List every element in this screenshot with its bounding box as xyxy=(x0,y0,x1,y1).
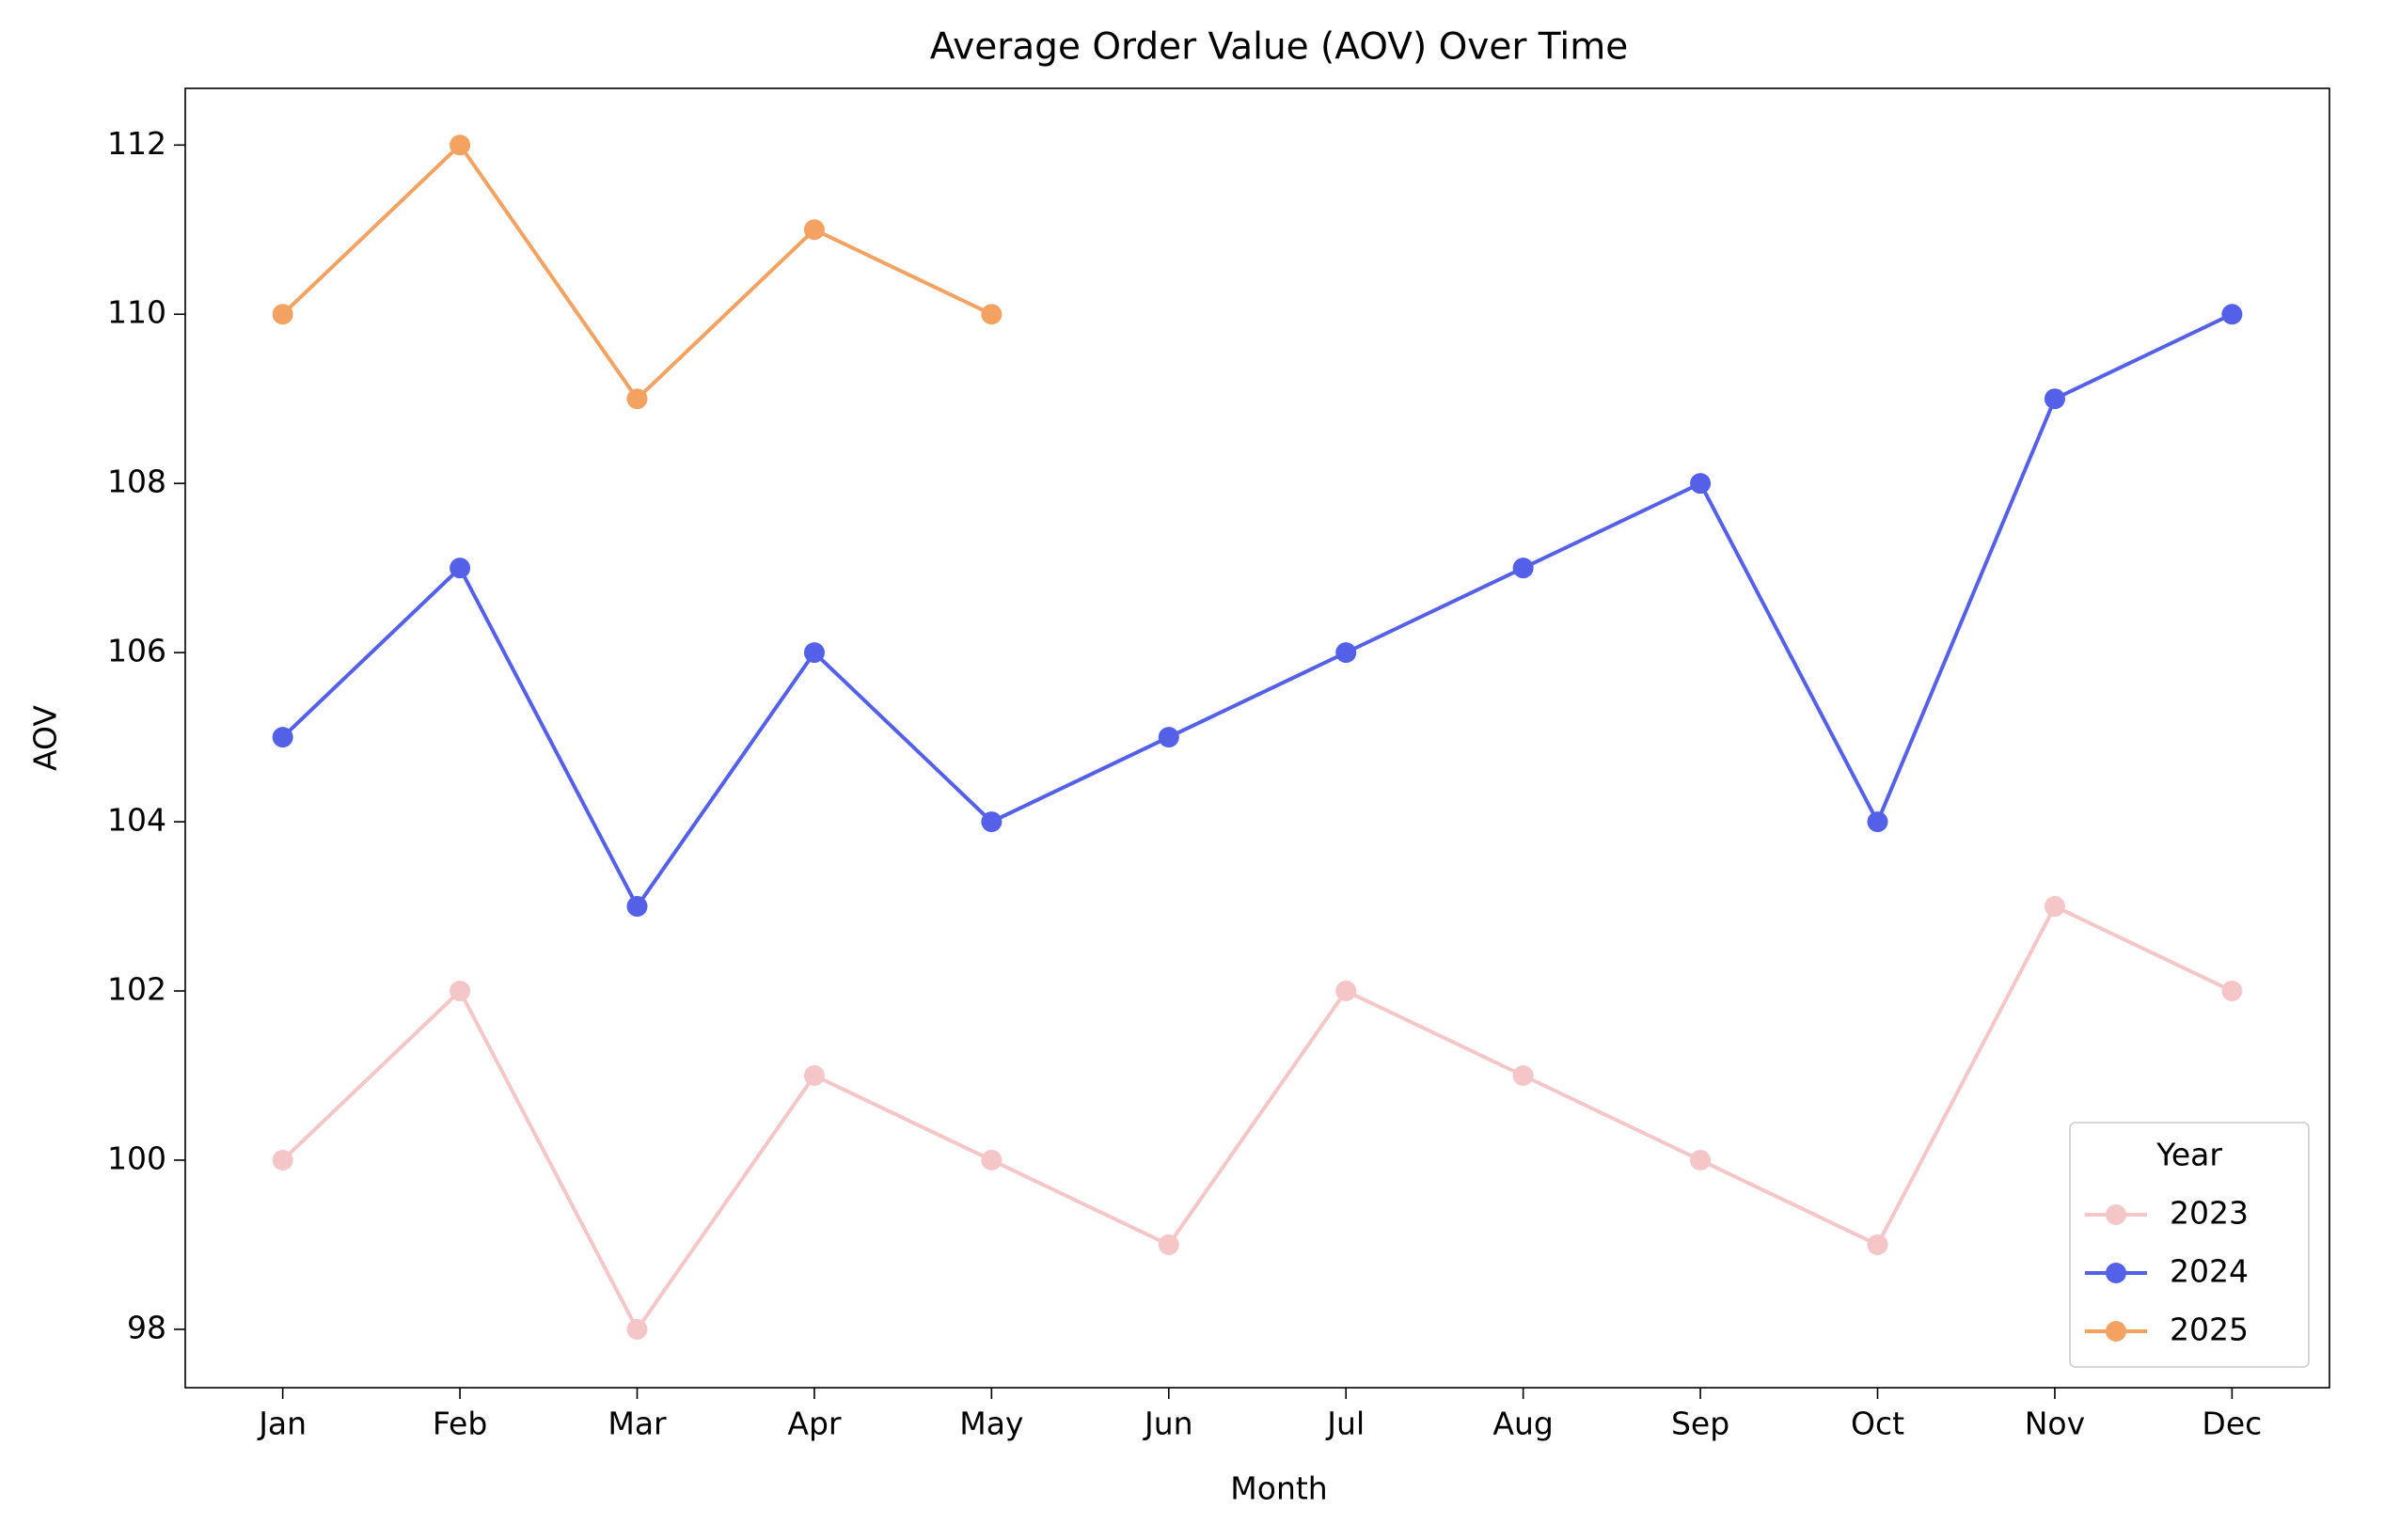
marker xyxy=(2044,896,2065,918)
marker xyxy=(803,1064,825,1086)
marker xyxy=(2221,304,2243,325)
marker xyxy=(981,304,1003,325)
marker xyxy=(1158,1234,1179,1255)
marker xyxy=(1867,811,1888,833)
y-tick-label: 100 xyxy=(107,1139,166,1176)
marker xyxy=(450,558,471,579)
marker xyxy=(803,219,825,241)
y-tick-label: 104 xyxy=(107,802,166,839)
legend-label: 2025 xyxy=(2170,1312,2249,1348)
legend-marker xyxy=(2106,1263,2126,1283)
marker xyxy=(2044,388,2065,410)
marker xyxy=(272,1149,293,1171)
x-tick-label: Apr xyxy=(787,1406,842,1442)
y-axis-label: AOV xyxy=(27,705,64,771)
x-tick-label: Mar xyxy=(608,1406,667,1442)
legend-label: 2023 xyxy=(2170,1195,2249,1232)
x-tick-label: Sep xyxy=(1671,1406,1729,1442)
marker xyxy=(1690,1149,1712,1171)
x-tick-label: Jan xyxy=(257,1406,307,1442)
y-tick-label: 98 xyxy=(127,1309,166,1345)
x-tick-label: Jun xyxy=(1143,1406,1193,1442)
marker xyxy=(626,388,648,410)
x-tick-label: Dec xyxy=(2202,1406,2262,1442)
marker xyxy=(1158,727,1179,748)
y-tick-label: 106 xyxy=(107,633,166,669)
marker xyxy=(803,642,825,664)
legend-title: Year xyxy=(2155,1137,2222,1173)
legend-label: 2024 xyxy=(2170,1253,2249,1290)
marker xyxy=(450,981,471,1002)
marker xyxy=(1335,981,1357,1002)
series-line xyxy=(281,904,2234,1333)
y-tick-label: 108 xyxy=(107,464,166,500)
y-tick-label: 102 xyxy=(107,971,166,1008)
legend-box xyxy=(2069,1122,2310,1368)
plot-frame xyxy=(184,87,2330,1389)
marker xyxy=(2221,981,2243,1002)
y-tick-label: 112 xyxy=(107,125,166,162)
x-axis-label: Month xyxy=(1230,1470,1327,1507)
marker xyxy=(1512,1064,1534,1086)
legend-marker xyxy=(2106,1204,2126,1225)
marker xyxy=(626,896,648,918)
marker xyxy=(981,1149,1003,1171)
x-tick-label: Oct xyxy=(1851,1406,1904,1442)
marker xyxy=(1867,1234,1888,1255)
marker xyxy=(272,304,293,325)
x-tick-label: Jul xyxy=(1325,1406,1365,1442)
x-tick-label: Nov xyxy=(2025,1406,2085,1442)
series-line xyxy=(281,312,2234,910)
legend-marker xyxy=(2106,1321,2126,1342)
marker xyxy=(1335,642,1357,664)
marker xyxy=(626,1318,648,1340)
chart-title: Average Order Value (AOV) Over Time xyxy=(930,26,1628,69)
marker xyxy=(450,134,471,156)
x-tick-label: Feb xyxy=(433,1406,487,1442)
x-tick-label: May xyxy=(959,1406,1023,1442)
marker xyxy=(272,727,293,748)
marker xyxy=(1512,558,1534,579)
marker xyxy=(1690,473,1712,495)
marker xyxy=(981,811,1003,833)
x-tick-label: Aug xyxy=(1492,1406,1553,1442)
y-tick-label: 110 xyxy=(107,294,166,331)
